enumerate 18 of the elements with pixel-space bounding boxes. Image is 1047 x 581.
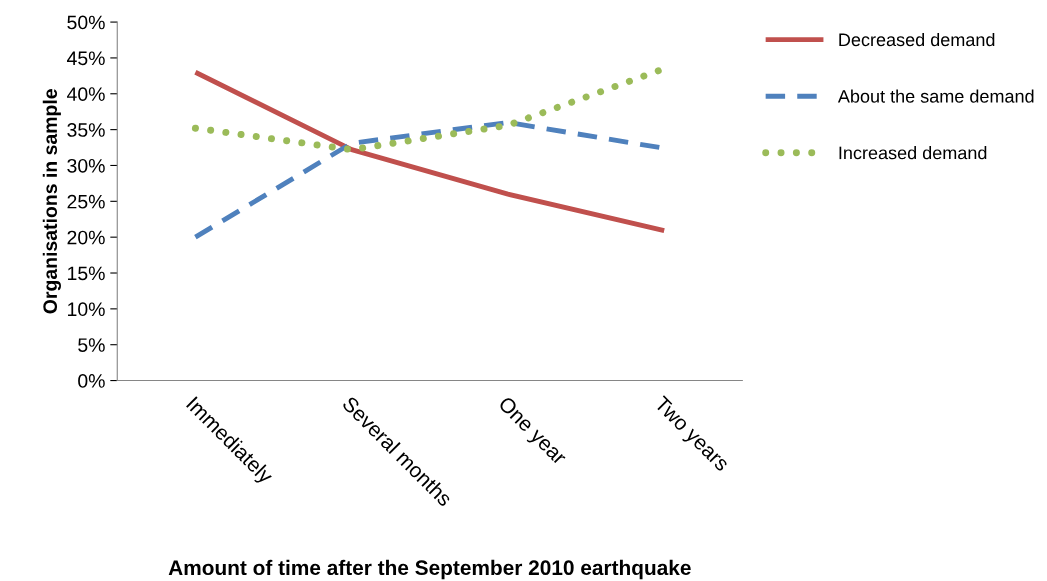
line-series: [192, 69, 667, 234]
x-axis-title: Amount of time after the September 2010 earthquake: [168, 559, 691, 580]
y-tick-label: 25%: [67, 194, 105, 209]
y-tick-label: 5%: [78, 338, 105, 352]
y-tick-label: 45%: [66, 51, 105, 66]
y-tick-label: 50%: [67, 15, 105, 30]
y-tick-label: 0%: [78, 374, 105, 388]
y-tick-label: 20%: [67, 230, 105, 245]
legend-label: About the same demand: [837, 89, 1034, 103]
y-axis-title: Organisations in sample: [42, 89, 61, 314]
y-tick-label: 30%: [67, 158, 105, 173]
y-tick-label: 35%: [67, 123, 105, 137]
legend-label: Decreased demand: [839, 32, 995, 47]
y-tick-label: 15%: [68, 266, 105, 281]
legend-label: Increased demand: [839, 146, 987, 160]
y-tick-label: 10%: [68, 302, 105, 317]
x-tick-label: One year: [494, 395, 568, 469]
y-tick-label: 40%: [66, 87, 105, 102]
